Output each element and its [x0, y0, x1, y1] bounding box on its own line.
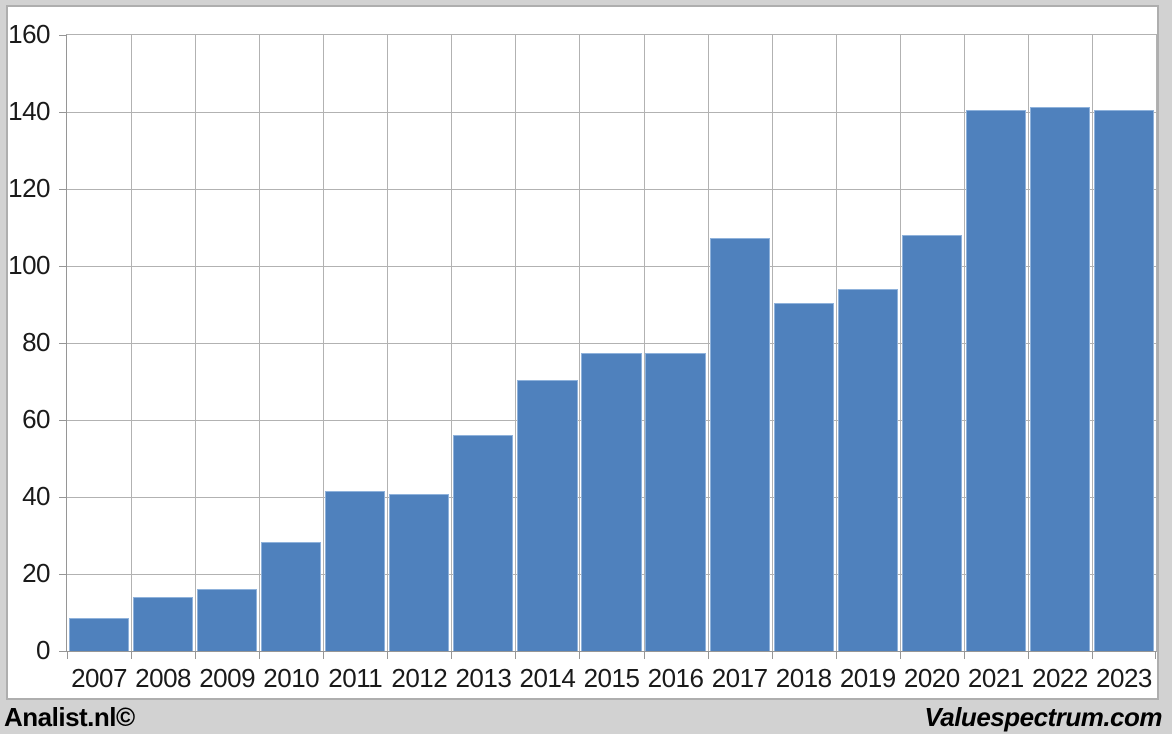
bar-2014 — [517, 379, 578, 651]
x-axis-tick — [707, 651, 709, 659]
bar-2013 — [453, 434, 514, 651]
x-axis-tick — [387, 651, 389, 659]
x-axis-tick — [643, 651, 645, 659]
x-axis-tick — [1091, 651, 1093, 659]
x-gridline — [899, 35, 901, 651]
x-axis-label: 2018 — [775, 663, 832, 693]
y-axis-tick — [59, 651, 67, 652]
y-axis-label: 160 — [8, 18, 50, 49]
x-axis-label: 2010 — [263, 663, 320, 693]
x-axis-label: 2014 — [519, 663, 576, 693]
y-axis-tick — [59, 35, 67, 36]
x-axis-tick — [899, 651, 901, 659]
x-axis-label: 2007 — [71, 663, 127, 693]
x-gridline — [1027, 35, 1029, 651]
x-gridline — [1091, 35, 1093, 651]
y-axis-label: 100 — [8, 249, 50, 280]
x-axis-tick — [1027, 651, 1029, 659]
y-axis-label: 20 — [22, 557, 50, 588]
chart-panel: 0 20 40 60 80 100 120 140 160 2007 2008 2009 2010 201… — [6, 5, 1159, 700]
bar-2023 — [1093, 109, 1155, 651]
x-axis-tick — [579, 651, 581, 659]
x-axis-label: 2017 — [711, 663, 768, 693]
bar-2016 — [645, 353, 706, 651]
x-axis-label: 2012 — [391, 663, 448, 693]
y-axis-tick — [59, 574, 67, 575]
x-axis-label: 2008 — [135, 663, 191, 693]
x-axis-tick — [771, 651, 773, 659]
x-axis-tick — [131, 651, 133, 659]
bar-2017 — [709, 238, 770, 651]
y-axis-tick — [59, 112, 67, 113]
plot-area: 0 20 40 60 80 100 120 140 160 2007 2008 2009 2010 201… — [8, 19, 1157, 693]
analist-brand-label: Analist.nl© — [4, 701, 135, 732]
x-axis-label: 2022 — [1031, 663, 1088, 693]
x-gridline — [771, 35, 773, 651]
x-gridline — [579, 35, 581, 651]
x-gridline — [131, 35, 133, 651]
bar-2021 — [965, 110, 1026, 651]
x-axis-tick — [515, 651, 517, 659]
bar-2008 — [132, 596, 194, 651]
y-axis-tick — [59, 189, 67, 190]
bar-2019 — [837, 289, 898, 651]
x-axis-label: 2015 — [583, 663, 640, 693]
x-axis-tick — [1155, 651, 1156, 659]
x-gridline — [963, 35, 965, 651]
y-axis-tick — [59, 343, 67, 344]
bar-2018 — [773, 303, 834, 651]
x-axis-tick — [323, 651, 325, 659]
y-gridline — [67, 266, 1156, 267]
x-axis-label: 2013 — [455, 663, 512, 693]
bar-2011 — [325, 490, 386, 651]
x-axis-tick — [67, 651, 68, 659]
x-gridline — [323, 35, 325, 651]
y-axis-tick — [59, 266, 67, 267]
x-gridline — [835, 35, 837, 651]
bar-2009 — [197, 588, 258, 651]
x-gridline — [515, 35, 517, 651]
x-axis-tick — [259, 651, 261, 659]
x-axis-tick — [451, 651, 453, 659]
x-axis-tick — [835, 651, 837, 659]
y-gridline — [67, 112, 1156, 113]
y-axis-tick — [59, 497, 67, 498]
y-axis-label: 120 — [8, 172, 50, 203]
y-gridline — [67, 189, 1156, 190]
bar-2010 — [261, 541, 322, 651]
x-gridline — [387, 35, 389, 651]
x-axis-label: 2009 — [199, 663, 256, 693]
x-gridline — [195, 35, 197, 651]
bar-2015 — [581, 353, 642, 651]
x-axis-label: 2011 — [328, 663, 383, 693]
y-axis-label: 140 — [8, 95, 50, 126]
valuespectrum-brand-label: Valuespectrum.com — [924, 701, 1162, 732]
bar-2022 — [1029, 106, 1090, 651]
x-axis-label: 2020 — [903, 663, 960, 693]
bar-2012 — [389, 494, 450, 651]
x-axis-tick — [195, 651, 197, 659]
x-axis-label: 2016 — [647, 663, 704, 693]
x-gridline — [259, 35, 261, 651]
x-axis-tick — [963, 651, 965, 659]
y-axis-label: 80 — [22, 326, 50, 357]
x-gridline — [451, 35, 453, 651]
y-axis-tick — [59, 420, 67, 421]
x-axis-label: 2023 — [1096, 663, 1152, 693]
y-axis-label: 60 — [22, 403, 50, 434]
y-gridline — [67, 343, 1156, 344]
footer-bar: Analist.nl© Valuespectrum.com — [0, 700, 1172, 734]
bar-2007 — [68, 618, 130, 651]
x-axis-label: 2019 — [839, 663, 896, 693]
bar-2020 — [901, 234, 962, 651]
y-axis-label: 40 — [22, 480, 50, 511]
y-axis-label: 0 — [36, 634, 50, 665]
x-gridline — [707, 35, 709, 651]
x-gridline — [643, 35, 645, 651]
x-axis-label: 2021 — [967, 663, 1024, 693]
